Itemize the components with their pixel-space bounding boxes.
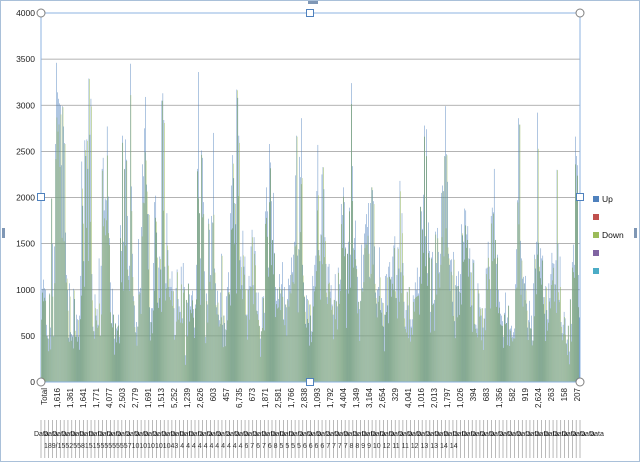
x-tick-label: 158 [560, 387, 569, 401]
x-tick-label: 207 [573, 387, 582, 401]
x-axis: Total 1,616 1,361 1,641 1,771 4,077 2,503 2,779… [34, 387, 604, 458]
x-tick-label: 2,654 [378, 387, 387, 408]
y-tick-label: 0 [30, 377, 35, 387]
x-tick-label: 2,626 [196, 387, 205, 408]
x-tick-label: 1,641 [79, 387, 88, 408]
x-tick-label: 1,239 [183, 387, 192, 408]
x-tick-label: 394 [469, 387, 478, 401]
x-tick-label: 4,404 [339, 387, 348, 408]
x-tick-label: 683 [482, 387, 491, 401]
x-tick-label: 1,026 [456, 387, 465, 408]
x-tick-label: 673 [248, 387, 257, 401]
window-grip[interactable] [308, 1, 318, 4]
x-tick-label: 329 [391, 387, 400, 401]
x-tick-label: 1,016 [417, 387, 426, 408]
window-grip[interactable] [2, 228, 5, 238]
x-tick-label: 1,616 [53, 387, 62, 408]
x-tick-label: 603 [209, 387, 218, 401]
legend-swatch [593, 196, 599, 202]
y-tick-label: 4000 [16, 8, 35, 18]
x-tick-label: 263 [547, 387, 556, 401]
legend-label: Down [602, 230, 624, 240]
y-tick-label: 1500 [16, 239, 35, 249]
x-tick-label: 1,691 [144, 387, 153, 408]
corner-resize-handle[interactable] [37, 9, 45, 17]
x-tick-label: 2,581 [274, 387, 283, 408]
x-tick-label: 919 [521, 387, 530, 401]
x-tick-label: 2,838 [300, 387, 309, 408]
y-tick-label: 500 [21, 331, 35, 341]
y-tick-label: 3000 [16, 100, 35, 110]
y-tick-label: 2500 [16, 146, 35, 156]
x-tick-label: Total [40, 388, 49, 405]
x-tick-label: 1,361 [66, 387, 75, 408]
legend-swatch [593, 268, 599, 274]
legend-swatch [593, 214, 599, 220]
x-tick-label: 1,356 [495, 387, 504, 408]
x-tick-label: 5,252 [170, 387, 179, 408]
corner-resize-handle[interactable] [37, 378, 45, 386]
side-resize-handle[interactable] [307, 10, 314, 17]
window-grip[interactable] [634, 228, 637, 238]
x-tick-label: 2,779 [131, 387, 140, 408]
x-tick-label: 3,164 [365, 387, 374, 408]
x-tick-label: 1,797 [443, 387, 452, 408]
x-tick-label: 1,349 [352, 387, 361, 408]
x-tick-label: 1,093 [313, 387, 322, 408]
category-label-text: Data [589, 431, 604, 438]
x-tick-label: 6,735 [235, 387, 244, 408]
x-tick-label: 2,624 [534, 387, 543, 408]
side-resize-handle[interactable] [38, 194, 45, 201]
x-tick-label: 1,766 [287, 387, 296, 408]
plot-area [41, 63, 580, 382]
x-tick-label: 1,792 [326, 387, 335, 408]
y-tick-label: 1000 [16, 285, 35, 295]
side-resize-handle[interactable] [307, 379, 314, 386]
corner-resize-handle[interactable] [576, 378, 584, 386]
y-tick-label: 3500 [16, 54, 35, 64]
x-tick-label: 582 [508, 387, 517, 401]
x-tick-label: 4,041 [404, 387, 413, 408]
x-tick-label: 1,513 [157, 387, 166, 408]
x-tick-label: 2,013 [430, 387, 439, 408]
y-tick-label: 2000 [16, 193, 35, 203]
side-resize-handle[interactable] [577, 194, 584, 201]
category-label-numbers: 189/1552558151555555557101010101043 4 4 … [44, 443, 458, 450]
x-tick-label: 457 [222, 387, 231, 401]
legend: Up Down [593, 194, 624, 274]
corner-resize-handle[interactable] [576, 9, 584, 17]
legend-label: Up [602, 194, 613, 204]
x-tick-label: 2,503 [118, 387, 127, 408]
legend-swatch [593, 232, 599, 238]
legend-swatch [593, 250, 599, 256]
x-tick-label: 1,771 [92, 387, 101, 408]
x-tick-label: 1,871 [261, 387, 270, 408]
x-tick-label: 4,077 [105, 387, 114, 408]
